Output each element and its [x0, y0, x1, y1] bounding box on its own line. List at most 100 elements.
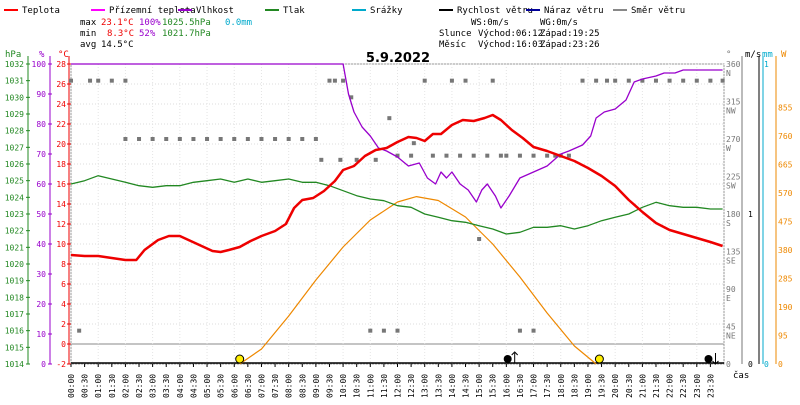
wind-direction-point	[259, 137, 264, 141]
legend-label: Náraz větru	[544, 6, 604, 16]
solar-tick-label: 190	[778, 303, 793, 312]
solar-tick-label: 0	[778, 360, 783, 369]
wind-direction-point	[327, 78, 332, 83]
moon-label: Měsíc	[439, 40, 466, 50]
unit-time: čas	[733, 370, 749, 381]
stats-min-press: 1021.7hPa	[162, 29, 211, 39]
wind-direction-point	[681, 78, 686, 83]
wind-speed-tick-label: 1	[748, 210, 753, 219]
wind-direction-point	[191, 137, 196, 141]
x-tick-label: 13:00	[421, 374, 430, 398]
pressure-tick-label: 1024	[5, 193, 24, 202]
x-tick-label: 11:30	[380, 374, 389, 398]
wind-direction-point	[232, 137, 237, 141]
wind-dir-cardinal-label: E	[726, 294, 731, 303]
temperature-tick-label: 22	[56, 120, 66, 129]
x-tick-label: 21:30	[652, 374, 661, 398]
wind-direction-point	[164, 137, 169, 141]
sunset-marker	[594, 354, 604, 364]
x-tick-label: 18:30	[570, 374, 579, 398]
wind-direction-point	[395, 153, 400, 158]
x-tick-label: 00:30	[81, 374, 90, 398]
x-tick-label: 15:30	[489, 374, 498, 398]
x-tick-label: 01:30	[108, 374, 117, 398]
x-tick-label: 19:30	[598, 374, 607, 398]
x-tick-label: 04:00	[176, 374, 185, 398]
temperature-tick-label: 26	[56, 80, 66, 89]
humidity-tick-label: 100	[32, 60, 47, 69]
wind-direction-point	[411, 141, 416, 146]
x-tick-label: 06:30	[244, 374, 253, 398]
humidity-tick-label: 60	[36, 180, 46, 189]
wind-direction-point	[218, 137, 223, 141]
temperature-tick-label: 24	[56, 100, 66, 109]
wind-direction-point	[338, 157, 343, 162]
solar-tick-label: 570	[778, 189, 793, 198]
wind-direction-point	[77, 328, 82, 333]
sun-label: Slunce	[439, 29, 472, 39]
x-tick-label: 08:30	[298, 374, 307, 398]
stats-avg-label: avg	[80, 40, 96, 50]
stats-min-temp: 8.3°C	[107, 29, 134, 39]
moonset-time: Západ:23:26	[540, 40, 600, 50]
legend-label: Rychlost větru	[457, 6, 533, 16]
stats-max-press: 1025.5hPa	[162, 18, 211, 28]
stats-min-hum: 52%	[139, 29, 156, 39]
x-tick-label: 13:30	[434, 374, 443, 398]
x-tick-label: 14:30	[462, 374, 471, 398]
pressure-tick-label: 1017	[5, 310, 24, 319]
pressure-tick-label: 1020	[5, 260, 24, 269]
temperature-tick-label: 6	[61, 280, 66, 289]
wind-dir-cardinal-label: NW	[726, 107, 736, 116]
temperature-tick-label: -2	[56, 360, 66, 369]
humidity-tick-label: 50	[36, 210, 46, 219]
wind-direction-point	[653, 78, 658, 83]
wind-direction-point	[313, 137, 318, 141]
wind-dir-cardinal-label: S	[726, 219, 731, 228]
wind-direction-point	[341, 78, 346, 83]
unit-ms: m/s	[745, 50, 761, 60]
legend-label: Srážky	[370, 6, 403, 16]
grid	[70, 63, 725, 365]
x-tick-label: 09:30	[325, 374, 334, 398]
wind-direction-point	[245, 137, 250, 141]
sunset-time: Západ:19:25	[540, 29, 600, 39]
pressure-tick-label: 1027	[5, 143, 24, 152]
pressure-tick-label: 1032	[5, 60, 24, 69]
wind-direction-point	[137, 137, 142, 141]
temperature-tick-label: 14	[56, 200, 66, 209]
wind-direction-point	[498, 153, 503, 158]
x-tick-label: 10:00	[339, 374, 348, 398]
legend-label: Teplota	[22, 6, 60, 16]
sunrise-time: Východ:06:12	[478, 29, 543, 39]
x-tick-label: 07:30	[271, 374, 280, 398]
x-tick-label: 06:00	[230, 374, 239, 398]
x-tick-label: 08:00	[285, 374, 294, 398]
wind-direction-point	[458, 153, 463, 158]
pressure-tick-label: 1022	[5, 227, 24, 236]
wind-direction-point	[517, 153, 522, 158]
legend-label: Směr větru	[631, 6, 685, 16]
rain-tick-label: 1	[764, 60, 769, 69]
wind-direction-point	[69, 78, 73, 83]
moonrise-arrowhead	[511, 351, 519, 356]
wind-direction-point	[626, 78, 631, 83]
wind-direction-point	[531, 328, 536, 333]
wind-direction-point	[96, 78, 101, 83]
wind-direction-point	[349, 95, 354, 100]
solar-tick-label: 855	[778, 104, 793, 113]
x-tick-label: 07:00	[257, 374, 266, 398]
wind-direction-point	[430, 153, 435, 158]
humidity-tick-label: 90	[36, 90, 46, 99]
wind-direction-point	[471, 153, 476, 158]
unit-watts: W	[781, 50, 787, 60]
moonset-marker	[704, 355, 713, 363]
series-layer	[69, 63, 725, 365]
wind-speed-tick-label: 0	[748, 360, 753, 369]
wind-direction-point	[205, 137, 210, 141]
wind-dir-tick-label: 180	[726, 210, 741, 219]
x-tick-label: 05:30	[217, 374, 226, 398]
wind-direction-point	[409, 153, 414, 158]
humidity-tick-label: 40	[36, 240, 46, 249]
